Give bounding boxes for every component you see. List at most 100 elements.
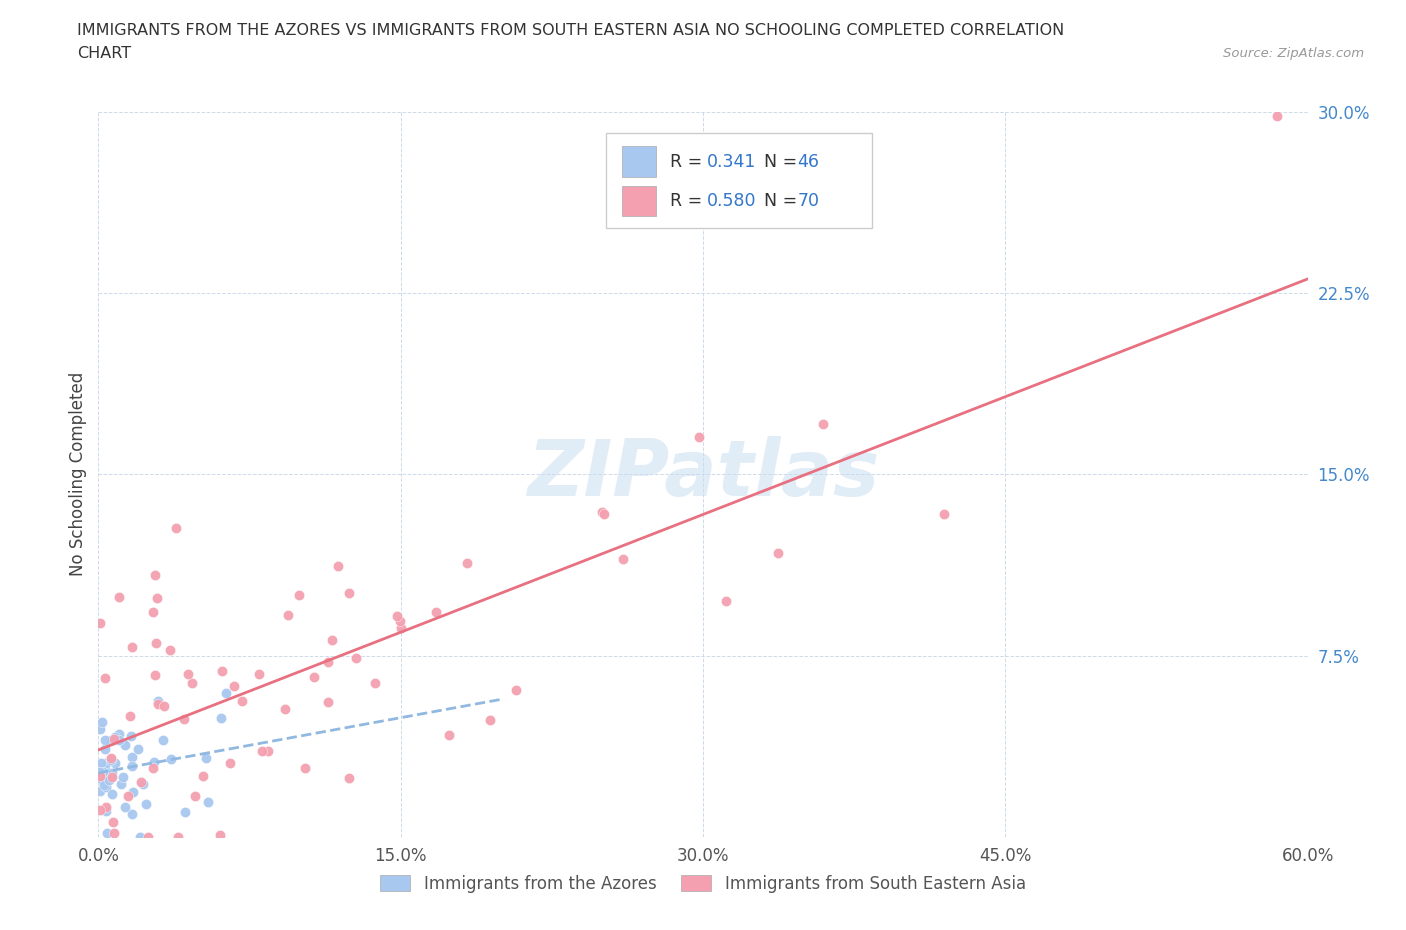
Point [103, 826, 125, 841]
Point [214, 685, 236, 700]
Point [932, 507, 955, 522]
Point [159, 642, 181, 657]
Point [143, 668, 166, 683]
Point [166, 830, 188, 844]
Point [90, 772, 112, 787]
Point [321, 633, 343, 648]
Point [591, 505, 613, 520]
Point [135, 796, 157, 811]
Point [437, 727, 460, 742]
Point [191, 769, 214, 784]
Point [93, 741, 115, 756]
Point [252, 743, 274, 758]
Point [813, 417, 835, 432]
Point [344, 650, 367, 665]
Text: 0.580: 0.580 [707, 193, 756, 210]
Point [183, 789, 205, 804]
Point [120, 729, 142, 744]
Text: 0.341: 0.341 [707, 153, 756, 170]
Point [425, 604, 447, 619]
Point [121, 807, 143, 822]
Point [142, 604, 165, 619]
Point [143, 754, 166, 769]
Point [108, 726, 131, 741]
Point [316, 655, 339, 670]
Point [96, 804, 118, 818]
Point [391, 621, 413, 636]
Point [612, 551, 634, 566]
Point [101, 815, 124, 830]
Point [108, 590, 131, 604]
Point [165, 520, 187, 535]
FancyBboxPatch shape [621, 146, 655, 177]
Point [505, 683, 527, 698]
Text: R =: R = [671, 153, 709, 170]
Point [89, 765, 111, 780]
Point [110, 777, 132, 791]
Point [224, 679, 246, 694]
Point [94, 755, 117, 770]
FancyBboxPatch shape [621, 186, 655, 217]
Point [316, 695, 339, 710]
Point [89, 803, 111, 817]
Point [100, 787, 122, 802]
Text: IMMIGRANTS FROM THE AZORES VS IMMIGRANTS FROM SOUTH EASTERN ASIA NO SCHOOLING CO: IMMIGRANTS FROM THE AZORES VS IMMIGRANTS… [77, 23, 1064, 38]
Point [89, 784, 111, 799]
Point [96, 826, 118, 841]
Point [103, 732, 125, 747]
Point [89, 769, 111, 784]
Point [114, 737, 136, 752]
Point [129, 830, 152, 844]
Text: ZIPatlas: ZIPatlas [527, 436, 879, 512]
FancyBboxPatch shape [606, 133, 872, 228]
Point [219, 755, 242, 770]
Point [231, 693, 253, 708]
Point [302, 670, 325, 684]
Point [456, 556, 478, 571]
Point [195, 751, 218, 765]
Point [688, 430, 710, 445]
Point [90, 756, 112, 771]
Point [277, 608, 299, 623]
Point [94, 779, 117, 794]
Point [768, 545, 790, 560]
Point [121, 640, 143, 655]
Point [364, 675, 387, 690]
Text: 70: 70 [797, 193, 820, 210]
Text: N =: N = [752, 153, 803, 170]
Point [104, 755, 127, 770]
Point [100, 733, 122, 748]
Point [89, 616, 111, 631]
Point [118, 708, 141, 723]
Point [181, 675, 204, 690]
Point [479, 712, 502, 727]
Point [100, 765, 122, 780]
Point [121, 785, 143, 800]
Point [94, 671, 117, 685]
Point [91, 714, 114, 729]
Y-axis label: No Schooling Completed: No Schooling Completed [69, 372, 87, 577]
Point [152, 698, 174, 713]
Point [121, 750, 143, 764]
Point [385, 609, 408, 624]
Point [98, 772, 121, 787]
Legend: Immigrants from the Azores, Immigrants from South Eastern Asia: Immigrants from the Azores, Immigrants f… [373, 867, 1033, 901]
Point [100, 753, 122, 768]
Point [160, 751, 183, 766]
Text: Source: ZipAtlas.com: Source: ZipAtlas.com [1223, 46, 1364, 60]
Point [197, 795, 219, 810]
Point [209, 828, 232, 843]
Point [89, 722, 111, 737]
Point [174, 804, 197, 819]
Point [136, 830, 159, 844]
Point [339, 586, 361, 601]
Point [112, 770, 135, 785]
Point [142, 760, 165, 775]
Point [132, 777, 155, 791]
Point [294, 761, 316, 776]
Point [100, 751, 122, 765]
Point [146, 697, 169, 711]
Point [145, 635, 167, 650]
Point [211, 663, 233, 678]
Point [129, 775, 152, 790]
